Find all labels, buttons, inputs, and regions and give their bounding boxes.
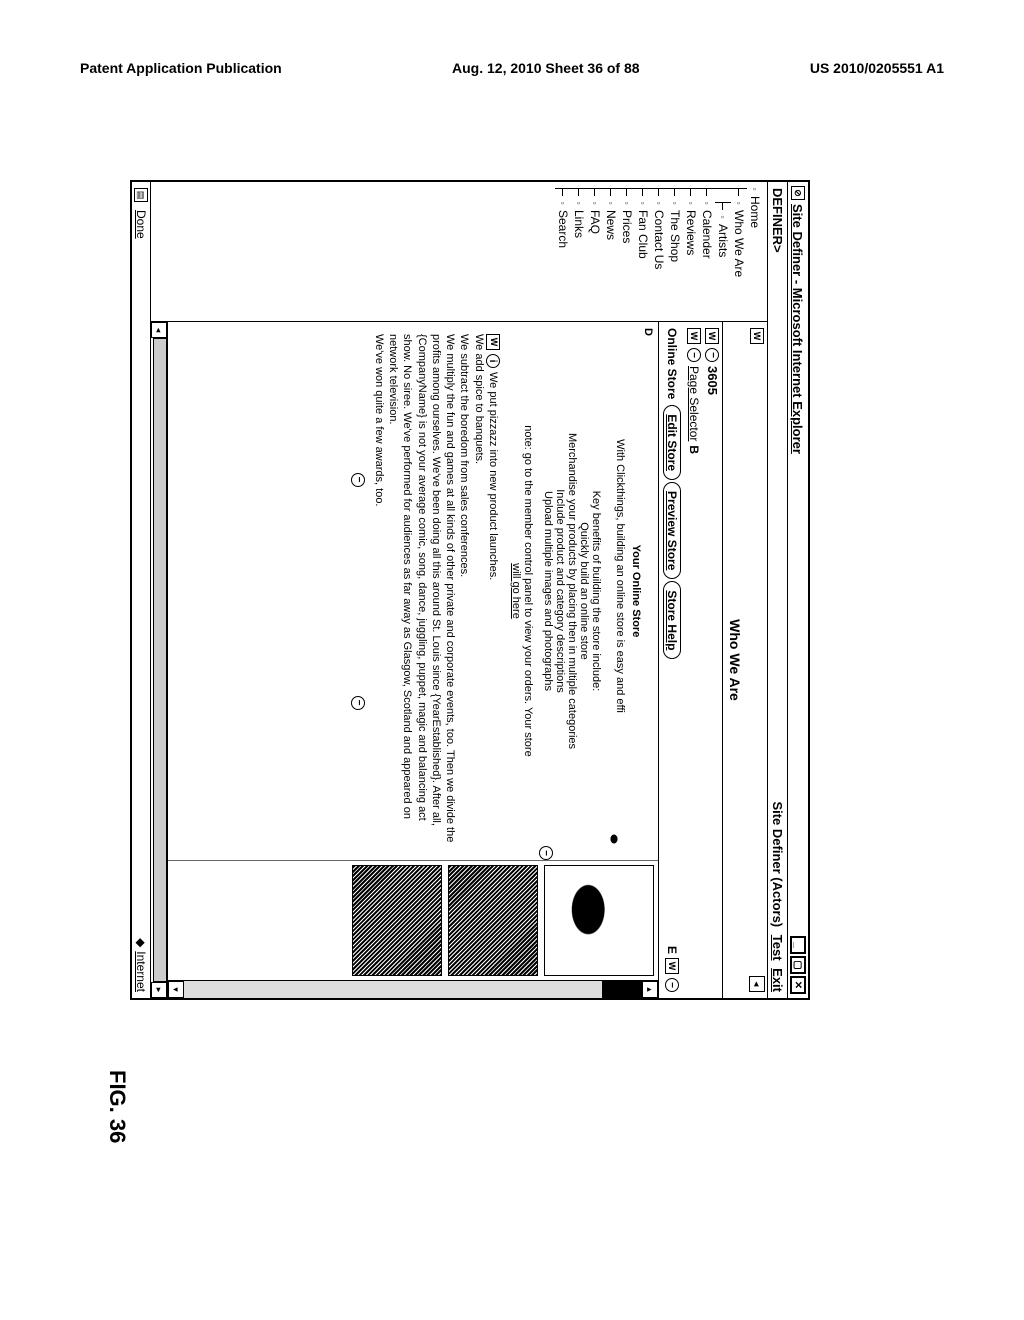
- info-circle-icon-2[interactable]: −: [687, 348, 701, 362]
- w-icon-3[interactable]: W: [687, 328, 701, 344]
- main-panel: W ◂ Who We Are W − 3605 W − Page Selecto…: [151, 322, 767, 998]
- scroll-down-icon[interactable]: ▾: [168, 981, 184, 998]
- content-title: Your Online Store: [630, 328, 642, 854]
- scrollbar-vertical[interactable]: ▴ ▾: [168, 980, 658, 998]
- doc-header-mid: Aug. 12, 2010 Sheet 36 of 88: [452, 60, 640, 76]
- content-line-1: With Clickthings, building an online sto…: [602, 328, 626, 824]
- img-circle-1[interactable]: −: [539, 846, 553, 860]
- info-circle-icon[interactable]: −: [706, 348, 720, 362]
- topbar: DEFINER> Site Definer (Actors) Test Exit: [767, 182, 787, 998]
- content-note-1: note: go to the member control panel to …: [522, 328, 534, 854]
- titlebar: ⊘ Site Definer - Microsoft Internet Expl…: [787, 182, 808, 998]
- content-line-4: Merchandise your products by placing the…: [566, 328, 578, 854]
- test-link[interactable]: Test: [770, 935, 785, 961]
- doc-header-right: US 2010/0205551 A1: [810, 60, 944, 76]
- bottom-circle-1[interactable]: −: [351, 473, 365, 487]
- scroll-left-icon[interactable]: ◂: [749, 976, 765, 992]
- scroll-track-h[interactable]: [153, 338, 167, 982]
- status-zone: Internet: [134, 951, 148, 992]
- page-title: Who We Are: [722, 322, 747, 998]
- tab-edit-store[interactable]: Edit Store: [663, 405, 681, 480]
- content-line-3: Quickly build an online store: [578, 328, 590, 854]
- tree-reviews[interactable]: ▫Reviews: [683, 184, 699, 319]
- tree-fan-club[interactable]: ▫Fan Club: [635, 184, 651, 319]
- minimize-button[interactable]: _: [790, 936, 806, 954]
- scroll-right-icon[interactable]: ▸: [151, 982, 167, 998]
- info-circle-icon-3[interactable]: i: [486, 354, 500, 368]
- tree-home[interactable]: ▫Home: [747, 184, 763, 319]
- tab-preview-store[interactable]: Preview Store: [663, 482, 681, 579]
- statusbar: ▤ Done ◆ Internet: [132, 182, 151, 998]
- tree-news[interactable]: ▫News: [603, 184, 619, 319]
- image-placeholder-1: −: [544, 865, 654, 976]
- exit-link[interactable]: Exit: [770, 968, 785, 992]
- description-paragraph: W i We put pizzazz into new product laun…: [367, 328, 504, 854]
- content-line-6: Upload multiple images and photographs: [542, 328, 554, 854]
- tree-prices[interactable]: ▫Prices: [619, 184, 635, 319]
- minus-circle-icon[interactable]: −: [665, 978, 679, 992]
- d-label: D: [642, 328, 654, 854]
- tree-the-shop[interactable]: ▫The Shop: [667, 184, 683, 319]
- scroll-track[interactable]: [184, 981, 642, 998]
- e-label: E: [665, 946, 679, 954]
- tabs-label: Online Store: [665, 328, 679, 399]
- w-icon[interactable]: W: [750, 328, 764, 344]
- bottom-circle-2[interactable]: −: [351, 696, 365, 710]
- doc-header: Patent Application Publication Aug. 12, …: [0, 0, 1024, 96]
- doc-header-left: Patent Application Publication: [80, 60, 282, 76]
- scrollbar-horizontal[interactable]: ◂ ▸: [151, 322, 168, 998]
- tabs-row: Online Store Edit Store Preview Store St…: [658, 322, 685, 998]
- clipart-icon: [602, 824, 626, 854]
- para-1: We put pizzazz into new product launches…: [487, 372, 499, 580]
- w-icon-2[interactable]: W: [706, 328, 720, 344]
- content-main: D Your Online Store With Clickthings, bu…: [168, 322, 658, 860]
- status-done: Done: [134, 210, 148, 239]
- scroll-left-icon-2[interactable]: ◂: [151, 322, 167, 338]
- image-column: −: [168, 860, 658, 980]
- page-selector-label: Page Selector: [687, 366, 701, 441]
- app-window: ⊘ Site Definer - Microsoft Internet Expl…: [130, 180, 810, 1000]
- para-2: We add spice to banquets.: [473, 334, 485, 464]
- content-note-2: will go here: [510, 328, 522, 854]
- b-label: B: [687, 445, 701, 454]
- site-definer-label: Site Definer (Actors): [770, 801, 785, 927]
- w-icon-5[interactable]: W: [486, 334, 500, 350]
- doc-icon: ▤: [134, 188, 148, 202]
- app-icon: ⊘: [791, 186, 805, 200]
- ref-number: 3605: [705, 366, 720, 395]
- para-4: We multiply the fun and games at all kin…: [387, 334, 456, 842]
- tree-who-we-are[interactable]: ▫Who We Are: [731, 184, 747, 319]
- w-icon-4[interactable]: W: [665, 958, 679, 974]
- para-5: We've won quite a few awards, too.: [373, 334, 385, 507]
- maximize-button[interactable]: ▢: [790, 956, 806, 974]
- tree-search[interactable]: ▫Search: [555, 184, 571, 319]
- scroll-thumb[interactable]: [602, 981, 642, 998]
- sidebar-tree: ▫Home ▫Who We Are ▫Artists ▫Calender ▫Re…: [151, 182, 767, 322]
- tree-calender[interactable]: ▫Calender: [699, 184, 715, 319]
- tree-contact-us[interactable]: ▫Contact Us: [651, 184, 667, 319]
- brand-label: DEFINER>: [770, 188, 785, 253]
- figure-label: FIG. 36: [104, 1070, 130, 1143]
- window-title: Site Definer - Microsoft Internet Explor…: [791, 204, 806, 936]
- tree-links[interactable]: ▫Links: [571, 184, 587, 319]
- content-line-5: Include product and category description…: [554, 328, 566, 854]
- close-button[interactable]: ✕: [790, 976, 806, 994]
- image-placeholder-2: [448, 865, 538, 976]
- tab-store-help[interactable]: Store Help: [663, 581, 681, 659]
- image-placeholder-3: [352, 865, 442, 976]
- content-line-2: Key benefits of building the store inclu…: [590, 328, 602, 854]
- para-3: We subtract the boredom from sales confe…: [458, 334, 470, 577]
- tree-artists[interactable]: ▫Artists: [715, 184, 731, 319]
- scroll-up-icon[interactable]: ▴: [642, 981, 658, 998]
- tree-faq[interactable]: ▫FAQ: [587, 184, 603, 319]
- lock-icon: ◆: [134, 938, 148, 947]
